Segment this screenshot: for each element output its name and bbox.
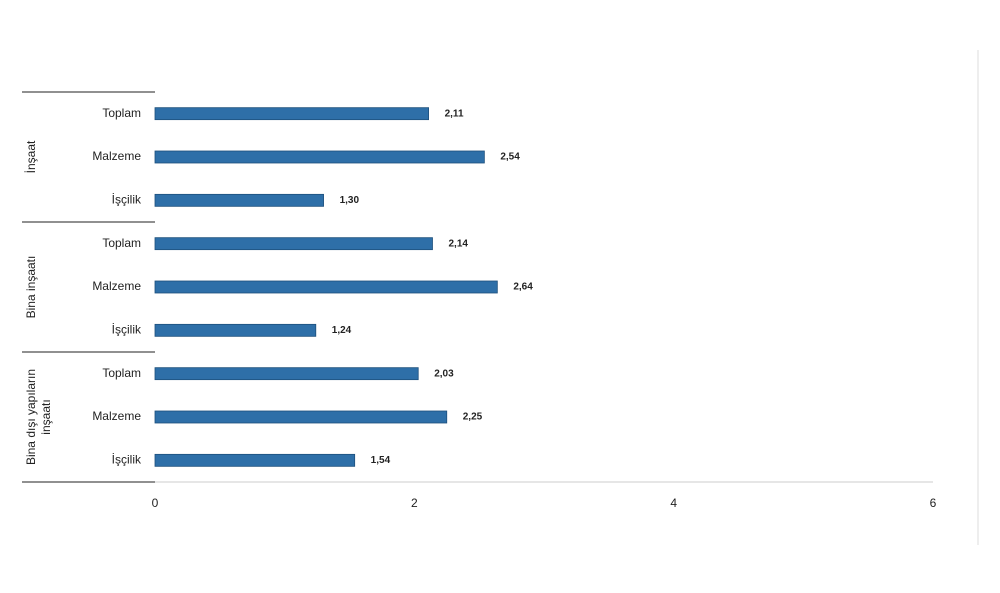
value-label: 1,30 — [340, 195, 360, 206]
y-tick-label: Malzeme — [92, 279, 141, 293]
group-label: inşaatı — [39, 399, 53, 434]
x-tick-label: 2 — [411, 496, 418, 510]
y-tick-label: İşçilik — [112, 193, 142, 207]
value-label: 2,54 — [500, 152, 520, 163]
bar — [154, 453, 356, 467]
bar — [154, 410, 448, 424]
y-tick-label: Malzeme — [92, 149, 141, 163]
y-tick-label: Toplam — [102, 236, 141, 250]
bar — [154, 323, 317, 337]
value-label: 2,25 — [463, 412, 483, 423]
value-label: 1,54 — [371, 455, 391, 466]
bar — [154, 193, 324, 207]
y-tick-label: İşçilik — [112, 323, 142, 337]
value-label: 1,24 — [332, 325, 352, 336]
y-tick-label: Toplam — [102, 366, 141, 380]
bar — [154, 150, 485, 164]
bar — [154, 107, 429, 121]
group-label: Bina dışı yapıların — [24, 369, 38, 465]
y-tick-label: Malzeme — [92, 409, 141, 423]
bar — [154, 280, 498, 294]
bar — [154, 367, 419, 381]
group-label: Bina inşaatı — [24, 256, 38, 319]
y-tick-label: İşçilik — [112, 453, 142, 467]
value-label: 2,11 — [445, 108, 464, 119]
x-tick-label: 0 — [152, 496, 159, 510]
x-tick-label: 6 — [930, 496, 937, 510]
group-label: İnşaat — [24, 140, 38, 173]
bar — [154, 237, 433, 251]
value-label: 2,14 — [448, 238, 468, 249]
y-tick-label: Toplam — [102, 106, 141, 120]
x-tick-label: 4 — [670, 496, 677, 510]
value-label: 2,03 — [434, 368, 454, 379]
value-label: 2,64 — [513, 282, 533, 293]
